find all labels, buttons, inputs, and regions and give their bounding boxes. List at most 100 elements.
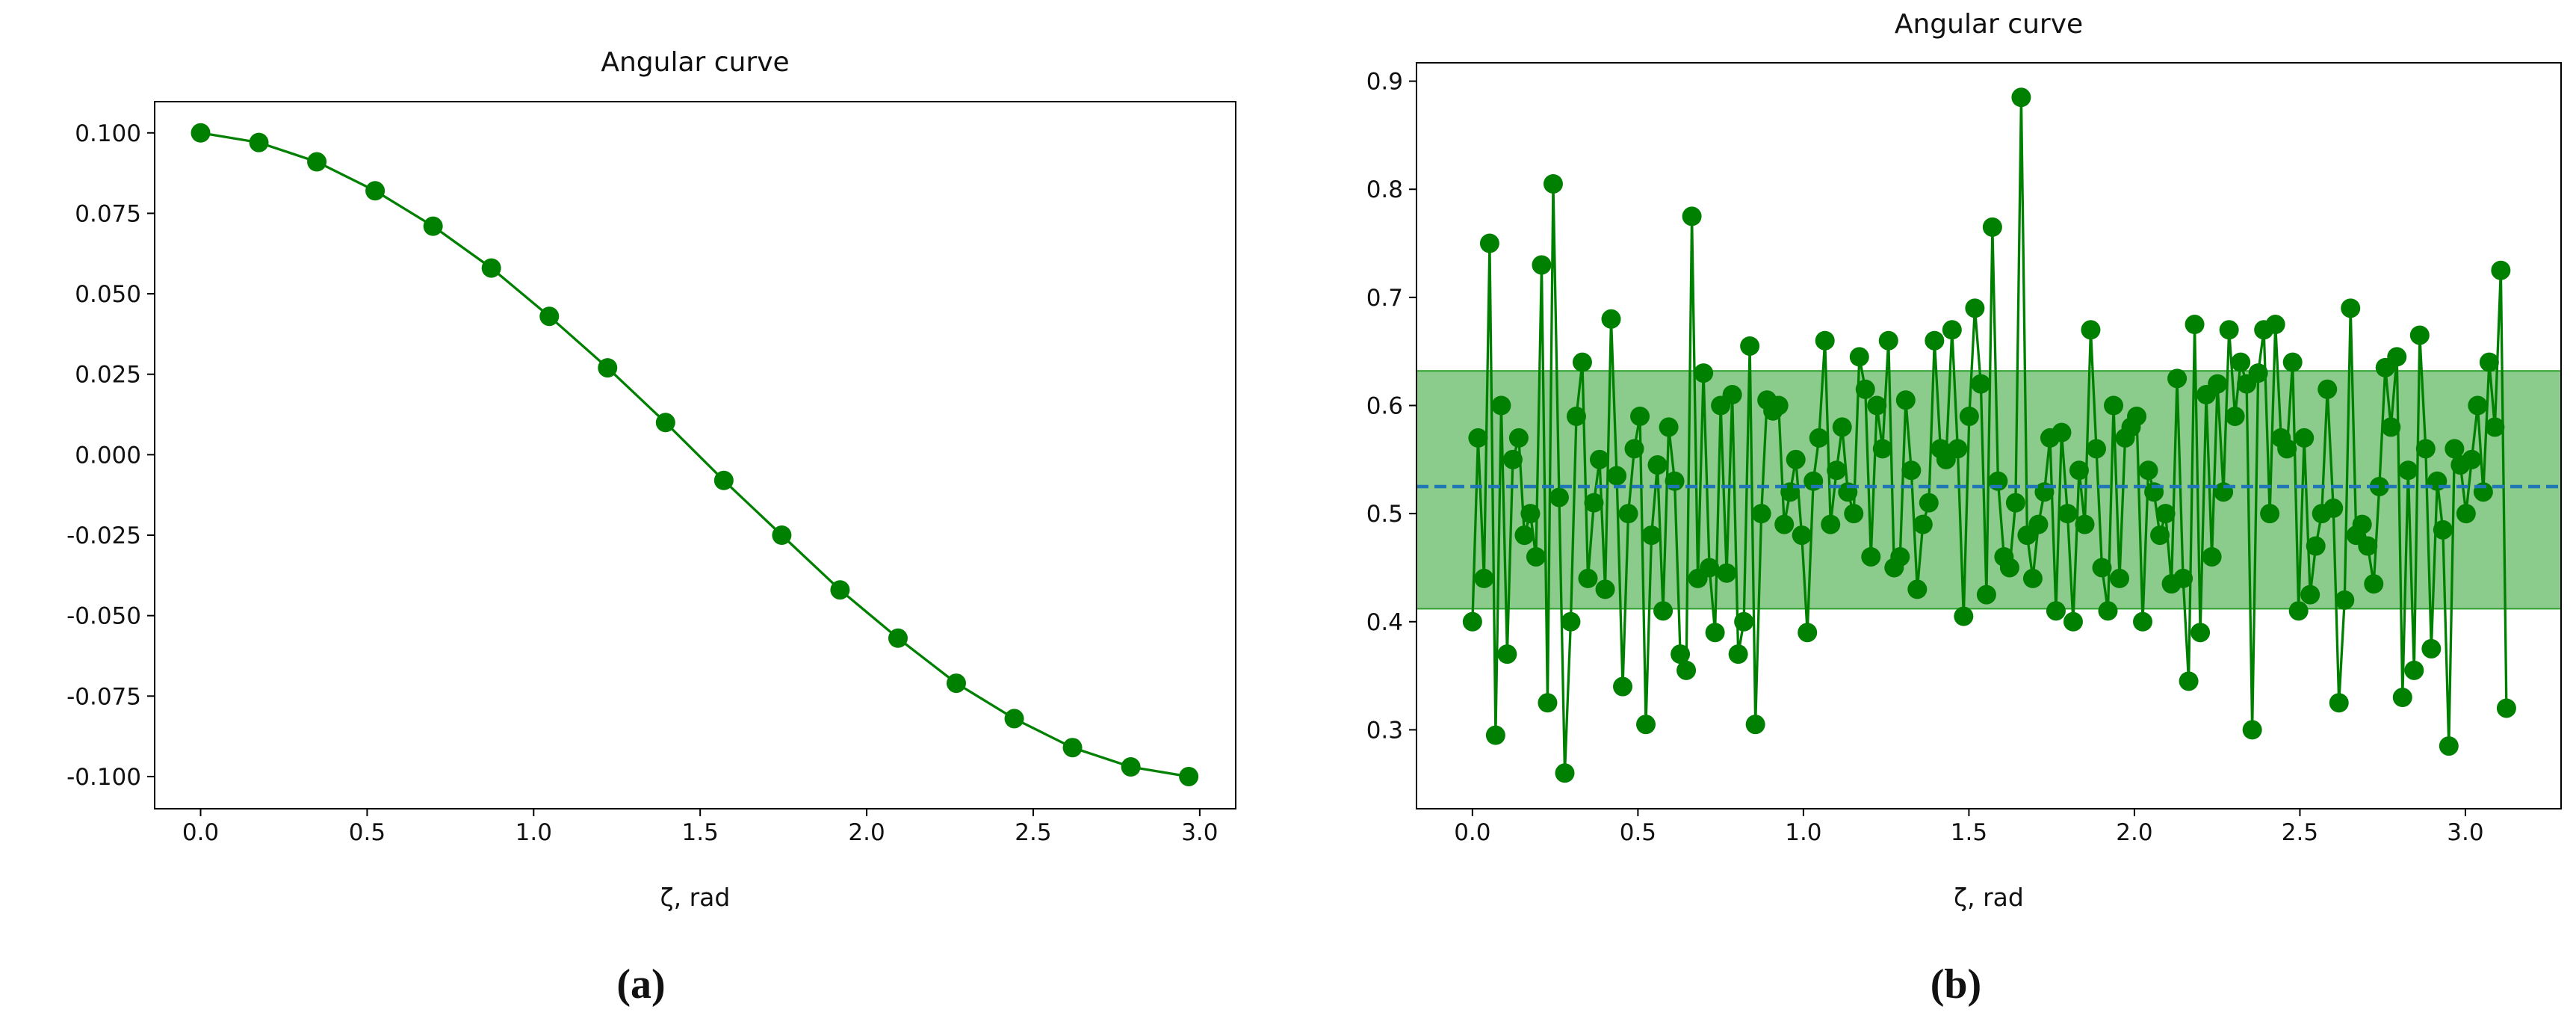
data-point — [2202, 546, 2222, 567]
data-point — [2173, 568, 2193, 588]
data-point — [365, 181, 386, 201]
data-point — [1538, 693, 1558, 713]
data-point — [1479, 233, 1499, 253]
data-point — [1768, 395, 1789, 416]
y-tick-label: 0.050 — [75, 281, 141, 308]
data-point — [1121, 757, 1141, 777]
data-point — [2058, 504, 2078, 524]
data-point — [307, 152, 327, 172]
data-point — [2300, 585, 2320, 605]
data-point — [655, 413, 675, 433]
y-tick-label: 0.6 — [1366, 393, 1403, 420]
data-point — [1705, 623, 1725, 643]
data-point — [1520, 504, 1541, 524]
x-axis-label: ζ, rad — [1954, 883, 2024, 912]
data-point — [2155, 504, 2176, 524]
data-point — [423, 216, 443, 236]
x-tick-label: 1.0 — [515, 819, 552, 846]
data-point — [1786, 449, 1806, 469]
y-tick-label: 0.3 — [1366, 717, 1403, 744]
data-point — [2011, 87, 2031, 108]
data-point — [481, 258, 501, 278]
y-tick-label: 0.025 — [75, 362, 141, 389]
data-point — [1976, 585, 1996, 605]
data-point — [2005, 493, 2025, 513]
caption: (a) — [616, 961, 665, 1008]
data-point — [1004, 709, 1024, 729]
data-point — [1497, 644, 1517, 664]
data-point — [2335, 590, 2355, 610]
data-point — [1890, 546, 1910, 567]
data-point — [1734, 611, 1754, 632]
x-tick-label: 1.0 — [1785, 819, 1821, 846]
data-point — [2421, 638, 2442, 659]
data-point — [2265, 315, 2285, 335]
data-point — [1543, 173, 1563, 194]
data-point — [2329, 693, 2349, 713]
y-tick-label: -0.025 — [66, 522, 141, 549]
data-point — [1913, 514, 1933, 534]
data-point — [1982, 217, 2002, 237]
data-point — [1474, 568, 1494, 588]
data-point — [2231, 352, 2251, 372]
data-point — [2046, 601, 2066, 621]
data-point — [1728, 644, 1748, 664]
data-point — [1849, 347, 1869, 367]
y-tick-label: 0.8 — [1366, 176, 1403, 203]
x-tick-label: 0.5 — [1620, 819, 1656, 846]
data-point — [1872, 439, 1892, 459]
x-tick-label: 2.5 — [1015, 819, 1051, 846]
data-point — [2081, 320, 2101, 340]
data-point — [1792, 525, 1812, 546]
data-point — [2496, 698, 2516, 718]
data-point — [2052, 422, 2072, 442]
data-point — [1641, 525, 1662, 546]
data-point — [772, 525, 792, 546]
x-tick-label: 1.5 — [1951, 819, 1987, 846]
data-point — [1630, 406, 1650, 426]
data-point — [1589, 449, 1609, 469]
data-point — [1867, 395, 1887, 416]
data-point — [2248, 363, 2268, 383]
data-point — [1965, 298, 1985, 318]
plot-area — [1417, 87, 2561, 783]
data-point — [2277, 439, 2297, 459]
data-point — [2063, 611, 2083, 632]
data-point — [1740, 336, 1760, 356]
y-tick-label: 0.000 — [75, 442, 141, 469]
data-point — [2433, 519, 2453, 540]
data-point — [2294, 428, 2315, 448]
data-point — [1694, 363, 1714, 383]
data-point — [2138, 460, 2158, 481]
chart-title: Angular curve — [601, 47, 789, 78]
data-point — [2282, 352, 2303, 372]
data-point — [1502, 449, 1523, 469]
data-point — [2409, 325, 2430, 345]
data-point — [2364, 574, 2384, 594]
data-point — [1584, 493, 1604, 513]
data-point — [1717, 563, 1737, 583]
data-point — [2092, 558, 2112, 578]
data-point — [1485, 725, 1505, 745]
data-point — [2341, 298, 2361, 318]
data-point — [1832, 417, 1852, 437]
x-tick-label: 2.0 — [2116, 819, 2152, 846]
data-point — [2404, 660, 2424, 680]
data-point — [2109, 568, 2129, 588]
y-tick-label: 0.9 — [1366, 69, 1403, 96]
data-point — [1561, 611, 1581, 632]
data-point — [1774, 514, 1795, 534]
data-point — [2225, 406, 2245, 426]
data-point — [2260, 504, 2280, 524]
data-point — [1062, 738, 1083, 758]
y-tick-label: 0.5 — [1366, 501, 1403, 528]
data-point — [1948, 439, 1968, 459]
y-tick-label: -0.075 — [66, 683, 141, 710]
x-tick-label: 3.0 — [1181, 819, 1218, 846]
data-point — [2208, 374, 2228, 394]
data-point — [1925, 330, 1945, 351]
data-point — [2288, 601, 2309, 621]
data-point — [1508, 428, 1529, 448]
data-point — [713, 470, 734, 490]
